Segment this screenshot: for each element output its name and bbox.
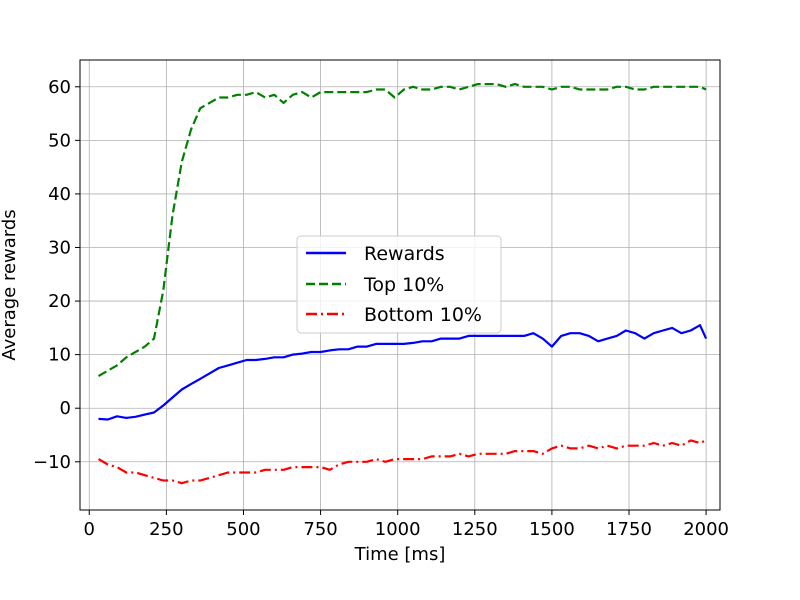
y-tick-labels: −10 0 10 20 30 40 50 60 bbox=[33, 77, 71, 473]
x-tick-labels: 0 250 500 750 1000 1250 1500 1750 2000 bbox=[84, 519, 730, 540]
plot-frame bbox=[79, 59, 721, 511]
x-tick-label: 1000 bbox=[375, 519, 421, 540]
series-lines bbox=[97, 82, 708, 485]
y-tick-label: 10 bbox=[48, 345, 71, 366]
series-line-top-10 bbox=[97, 82, 707, 378]
y-tick-label: 30 bbox=[48, 238, 71, 259]
legend: Rewards Top 10% Bottom 10% bbox=[296, 235, 502, 334]
x-tick-label: 750 bbox=[303, 519, 337, 540]
x-tick-label: 500 bbox=[226, 519, 260, 540]
x-tick-label: 2000 bbox=[683, 519, 729, 540]
x-tick-label: 250 bbox=[149, 519, 183, 540]
y-tick-label: 0 bbox=[60, 398, 71, 419]
y-tick-label: 50 bbox=[48, 130, 71, 151]
y-tick-label: 60 bbox=[48, 77, 71, 98]
x-tick-label: 1500 bbox=[529, 519, 575, 540]
series-line-rewards bbox=[98, 324, 708, 421]
x-tick-label: 0 bbox=[84, 519, 95, 540]
y-tick-label: −10 bbox=[33, 452, 71, 473]
legend-label-rewards: Rewards bbox=[364, 243, 445, 265]
legend-label-bottom-10: Bottom 10% bbox=[364, 304, 482, 326]
y-tick-label: 40 bbox=[48, 184, 71, 205]
y-axis-label: Average rewards bbox=[0, 209, 20, 360]
legend-box bbox=[296, 235, 502, 334]
x-tick-label: 1250 bbox=[452, 519, 498, 540]
x-tick-label: 1750 bbox=[606, 519, 652, 540]
series-line-bottom-10 bbox=[97, 439, 707, 485]
x-axis-label: Time [ms] bbox=[354, 544, 446, 565]
y-tick-label: 20 bbox=[48, 291, 71, 312]
tick-marks bbox=[75, 86, 707, 515]
legend-label-top-10: Top 10% bbox=[363, 274, 444, 296]
